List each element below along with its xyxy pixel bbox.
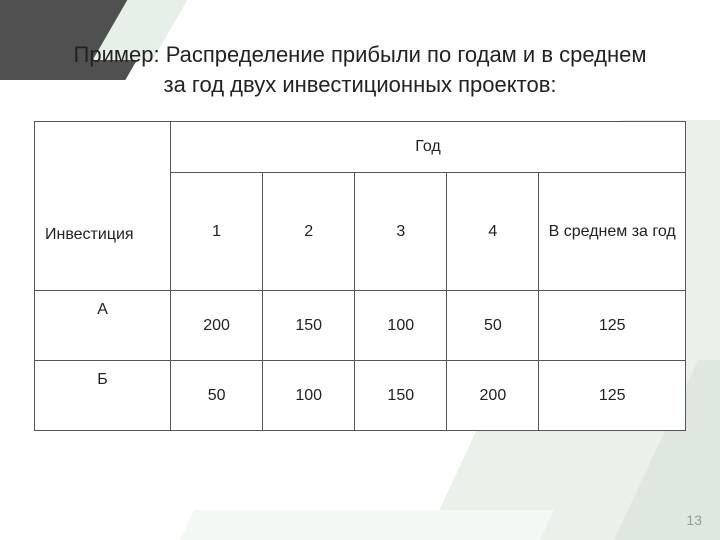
header-year-3: 3 <box>355 173 447 291</box>
cell: 50 <box>447 291 539 361</box>
header-investment: Инвестиция <box>35 122 171 291</box>
cell: 150 <box>263 291 355 361</box>
header-year-1: 1 <box>171 173 263 291</box>
header-year-4: 4 <box>447 173 539 291</box>
profit-table: Инвестиция Год 1 2 3 4 В среднем за год … <box>34 121 686 431</box>
cell: 100 <box>263 361 355 431</box>
row-label-a: А <box>35 291 171 361</box>
table-row: Б 50 100 150 200 125 <box>35 361 686 431</box>
slide-content: Пример: Распределение прибыли по годам и… <box>0 0 720 540</box>
page-number: 13 <box>686 512 702 528</box>
cell: 125 <box>539 291 686 361</box>
cell: 125 <box>539 361 686 431</box>
cell: 100 <box>355 291 447 361</box>
title-line-2: за год двух инвестиционных проектов: <box>163 72 556 97</box>
cell: 150 <box>355 361 447 431</box>
table-row: А 200 150 100 50 125 <box>35 291 686 361</box>
cell: 200 <box>447 361 539 431</box>
title-line-1: Пример: Распределение прибыли по годам и… <box>74 42 647 67</box>
row-label-b: Б <box>35 361 171 431</box>
header-average: В среднем за год <box>539 173 686 291</box>
header-year-2: 2 <box>263 173 355 291</box>
cell: 200 <box>171 291 263 361</box>
header-year-span: Год <box>171 122 686 173</box>
cell: 50 <box>171 361 263 431</box>
slide-title: Пример: Распределение прибыли по годам и… <box>34 40 686 99</box>
